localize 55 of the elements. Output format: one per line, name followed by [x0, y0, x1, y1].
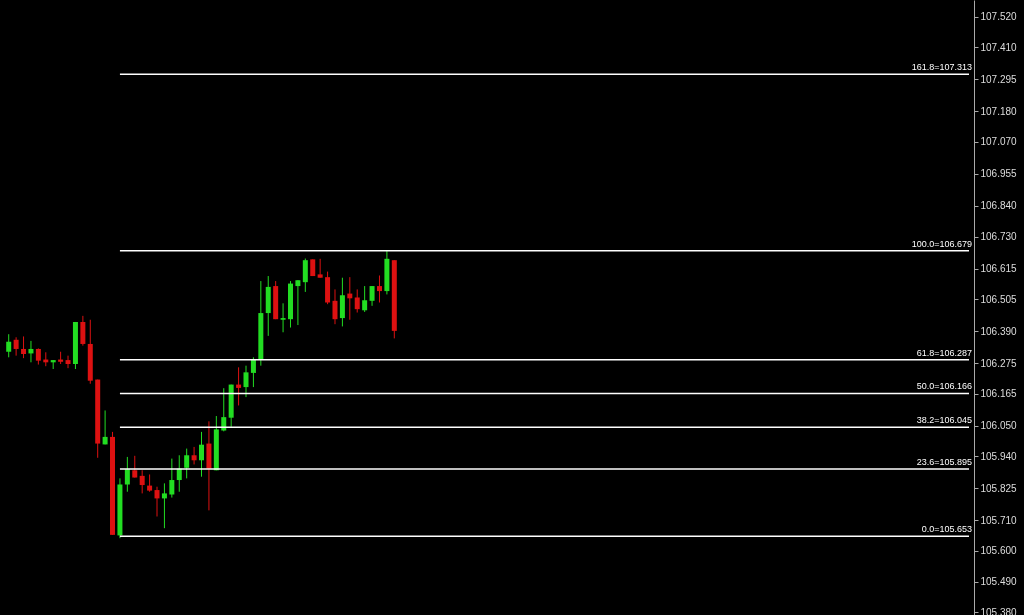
candlestick [280, 302, 286, 333]
candlestick [221, 387, 227, 432]
candlestick [317, 258, 323, 279]
candlestick [6, 333, 12, 358]
y-tick-label: 106.840 [980, 200, 1018, 212]
y-tick-label: 106.275 [980, 357, 1018, 369]
candlestick [139, 469, 145, 494]
ref-line-label: 161.8=107.313 [911, 62, 972, 73]
candlestick [102, 409, 108, 445]
ref-line-label: 23.6=105.895 [916, 456, 972, 467]
candlestick [369, 285, 375, 307]
y-tick-label: 106.955 [980, 168, 1018, 180]
y-tick-label: 106.165 [980, 388, 1018, 400]
y-tick-label: 105.710 [980, 514, 1018, 526]
y-tick-label: 106.505 [980, 293, 1018, 305]
candlestick [161, 482, 167, 529]
candlestick [243, 365, 249, 398]
candlestick [354, 288, 360, 314]
candlestick [362, 285, 368, 313]
y-tick-label: 106.615 [980, 263, 1018, 275]
candlestick [169, 458, 175, 499]
y-tick-label: 107.070 [980, 136, 1018, 148]
candlestick [199, 431, 205, 478]
candlestick [302, 258, 308, 293]
y-tick-label: 106.390 [980, 325, 1018, 337]
candlestick [124, 456, 130, 493]
ref-line-label: 100.0=106.679 [911, 238, 972, 249]
y-tick-label: 107.410 [980, 41, 1018, 53]
y-tick-label: 106.050 [980, 420, 1018, 432]
candlestick [65, 355, 71, 369]
ref-line-label: 38.2=106.045 [916, 415, 972, 426]
y-tick-label: 105.490 [980, 576, 1018, 588]
candlestick [191, 446, 197, 465]
candlestick [28, 340, 34, 363]
y-tick-label: 105.825 [980, 482, 1018, 494]
candlestick [376, 275, 382, 303]
y-tick-label: 105.380 [980, 606, 1018, 615]
candlestick [332, 288, 338, 325]
candlestick [339, 277, 345, 327]
ref-line-label: 61.8=106.287 [916, 347, 972, 358]
candlestick [154, 486, 160, 517]
ref-line-label: 0.0=105.653 [921, 524, 972, 535]
candlestick [295, 279, 301, 326]
y-tick-label: 107.295 [980, 73, 1018, 85]
y-tick-label: 107.520 [980, 11, 1018, 23]
candlestick [80, 315, 86, 347]
y-tick-label: 105.600 [980, 545, 1018, 557]
candlestick [13, 336, 19, 357]
y-tick-label: 106.730 [980, 231, 1018, 243]
candlestick [184, 448, 190, 479]
ref-line-label: 50.0=106.166 [916, 381, 972, 392]
y-tick-label: 105.940 [980, 450, 1018, 462]
y-tick-label: 107.180 [980, 105, 1018, 117]
candlestick [21, 335, 27, 359]
candlestick [132, 455, 138, 479]
